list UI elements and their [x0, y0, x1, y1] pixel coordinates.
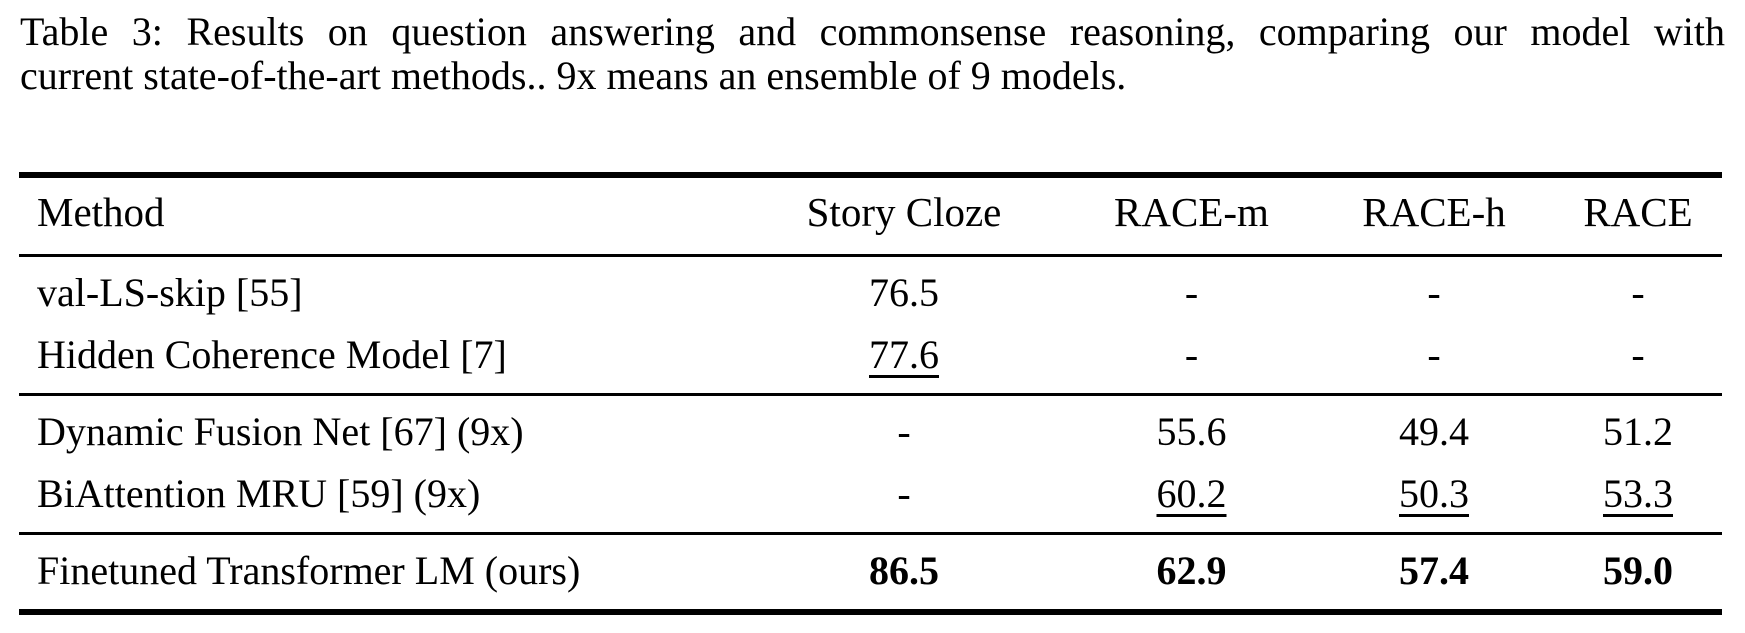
value-cell: 60.2	[1069, 463, 1314, 534]
value-cell: -	[897, 471, 911, 516]
value-cell: 51.2	[1603, 409, 1673, 454]
caption-line-1: Table 3: Results on question answering a…	[20, 9, 1725, 54]
underlined-value: 53.3	[1603, 471, 1673, 516]
column-header-race: RACE	[1554, 175, 1722, 257]
underlined-value: 77.6	[869, 332, 939, 377]
value-cell: -	[1631, 332, 1645, 377]
table-row: Finetuned Transformer LM (ours) 86.5 62.…	[19, 534, 1722, 613]
value-cell: 53.3	[1554, 463, 1722, 534]
method-cell: Dynamic Fusion Net [67] (9x)	[37, 409, 524, 454]
value-cell: 50.3	[1314, 463, 1554, 534]
value-cell: -	[1427, 332, 1441, 377]
table-group-story-cloze-baselines: val-LS-skip [55] 76.5 - - - Hidden Coher…	[19, 256, 1722, 395]
value-cell: 86.5	[869, 548, 939, 593]
value-cell: 76.5	[869, 270, 939, 315]
caption-line-2: current state-of-the-art methods.. 9x me…	[20, 53, 1127, 98]
table-row: Dynamic Fusion Net [67] (9x) - 55.6 49.4…	[19, 395, 1722, 464]
value-cell: 57.4	[1399, 548, 1469, 593]
method-cell: Finetuned Transformer LM (ours)	[37, 548, 581, 593]
table-row: val-LS-skip [55] 76.5 - - -	[19, 256, 1722, 325]
value-cell: 77.6	[739, 324, 1069, 395]
value-cell: -	[1427, 270, 1441, 315]
value-cell: -	[1631, 270, 1645, 315]
results-table: Method Story Cloze RACE-m RACE-h RACE va…	[19, 172, 1722, 615]
table-group-ours: Finetuned Transformer LM (ours) 86.5 62.…	[19, 534, 1722, 613]
column-header-story-cloze: Story Cloze	[739, 175, 1069, 257]
table-row: BiAttention MRU [59] (9x) - 60.2 50.3 53…	[19, 463, 1722, 534]
table-caption: Table 3: Results on question answering a…	[20, 10, 1725, 98]
value-cell: 49.4	[1399, 409, 1469, 454]
underlined-value: 60.2	[1156, 471, 1227, 516]
method-cell: BiAttention MRU [59] (9x)	[37, 471, 481, 516]
column-header-race-m: RACE-m	[1069, 175, 1314, 257]
method-cell: Hidden Coherence Model [7]	[37, 332, 507, 377]
column-header-method: Method	[19, 175, 739, 257]
underlined-value: 50.3	[1399, 471, 1469, 516]
column-header-race-h: RACE-h	[1314, 175, 1554, 257]
method-cell: val-LS-skip [55]	[37, 270, 303, 315]
table-header-row: Method Story Cloze RACE-m RACE-h RACE	[19, 175, 1722, 257]
value-cell: -	[1184, 270, 1199, 315]
value-cell: 62.9	[1156, 548, 1227, 593]
table-row: Hidden Coherence Model [7] 77.6 - - -	[19, 324, 1722, 395]
value-cell: -	[1184, 332, 1199, 377]
table-group-race-baselines: Dynamic Fusion Net [67] (9x) - 55.6 49.4…	[19, 395, 1722, 534]
value-cell: 55.6	[1156, 409, 1227, 454]
value-cell: 59.0	[1603, 548, 1673, 593]
value-cell: -	[897, 409, 911, 454]
